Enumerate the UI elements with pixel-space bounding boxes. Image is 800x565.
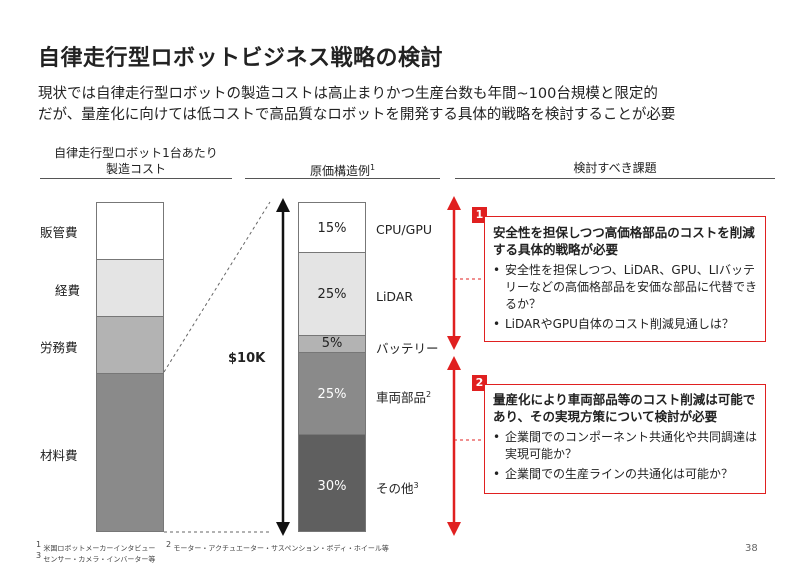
issue-1-heading: 安全性を担保しつつ高価格部品のコストを削減する具体的戦略が必要 <box>493 225 755 257</box>
red-range-arrows <box>447 196 461 536</box>
page-number: 38 <box>745 543 758 554</box>
mid-header-text: 原価構造例 <box>309 164 370 178</box>
footnote-1-text: 米国ロボットメーカーインタビュー <box>43 544 156 553</box>
issue-1-bullet-2: LiDARやGPU自体のコスト削減見通しは？ <box>493 316 757 333</box>
pct-other: 30% <box>317 479 347 494</box>
cost-bar-structure: 15% 25% 5% 25% 30% <box>298 202 366 532</box>
footnote-2: 2 モーター・アクチュエーター・サスペンション・ボディ・ホイール等 <box>166 540 389 553</box>
other-label-sup: 3 <box>413 480 419 490</box>
pct-lidar: 25% <box>317 287 347 302</box>
mid-header-rule <box>245 178 440 179</box>
left-header-line-2: 製造コスト <box>105 162 166 176</box>
cost-bar-left <box>96 202 164 532</box>
subtitle-line-2: だが、量産化に向けては低コストで高品質なロボットを開発する具体的戦略を検討するこ… <box>38 107 676 123</box>
right-column-header: 検討すべき課題 <box>573 161 657 175</box>
issue-1-bullet-1: 安全性を担保しつつ、LiDAR、GPU、LIバッテリーなどの高価格部品を安価な部… <box>493 262 757 313</box>
pct-vehicle: 25% <box>317 387 347 402</box>
issue-box-1: 安全性を担保しつつ高価格部品のコストを削減する具体的戦略が必要 安全性を担保しつ… <box>484 216 766 342</box>
subtitle-line-1: 現状では自律走行型ロボットの製造コストは高止まりかつ生産台数も年間~100台規模… <box>38 86 658 102</box>
mid-column-header: 原価構造例1 <box>245 160 440 179</box>
structure-label-vehicle: 車両部品2 <box>376 387 431 406</box>
structure-label-battery: バッテリー <box>376 341 439 356</box>
structure-seg-vehicle: 25% <box>298 352 366 435</box>
issue-box-2: 量産化により車両部品等のコスト削減は可能であり、その実現方策について検討が必要 … <box>484 384 766 494</box>
left-label-labor: 労務費 <box>40 340 78 355</box>
structure-label-other: その他3 <box>376 478 419 497</box>
issue-2-bullet-2: 企業間での生産ラインの共通化は可能か？ <box>493 466 757 483</box>
structure-seg-lidar: 25% <box>298 252 366 336</box>
page-title: 自律走行型ロボットビジネス戦略の検討 <box>38 46 444 71</box>
pct-cpu: 15% <box>317 221 347 236</box>
issue-2-heading: 量産化により車両部品等のコスト削減は可能であり、その実現方策について検討が必要 <box>493 392 756 424</box>
vehicle-label-sup: 2 <box>426 389 432 399</box>
issue-number-2: 2 <box>472 375 487 391</box>
structure-label-lidar: LiDAR <box>376 289 414 304</box>
left-label-material: 材料費 <box>40 448 78 463</box>
footnote-3-text: センサー・カメラ・インバーター等 <box>43 555 156 564</box>
mid-header-sup: 1 <box>369 163 376 172</box>
issue-2-bullet-1: 企業間でのコンポーネント共通化や共同調達は実現可能か？ <box>493 429 757 463</box>
pct-battery: 5% <box>321 336 343 351</box>
total-cost-label: $10K <box>228 351 266 366</box>
structure-seg-other: 30% <box>298 434 366 532</box>
bar-segment-labor <box>96 316 164 374</box>
bar-segment-expense <box>96 259 164 317</box>
footnote-1: 1 米国ロボットメーカーインタビュー <box>36 540 156 553</box>
left-header-rule <box>40 178 232 179</box>
structure-label-cpu: CPU/GPU <box>376 222 432 237</box>
issue-number-1: 1 <box>472 207 487 223</box>
footnote-3: 3 センサー・カメラ・インバーター等 <box>36 551 156 564</box>
left-label-expense: 経費 <box>55 283 81 298</box>
issue-1-bullets: 安全性を担保しつつ、LiDAR、GPU、LIバッテリーなどの高価格部品を安価な部… <box>493 262 757 333</box>
left-label-sga: 販管費 <box>40 225 78 240</box>
total-double-arrow <box>276 198 290 536</box>
issue-2-bullets: 企業間でのコンポーネント共通化や共同調達は実現可能か？ 企業間での生産ラインの共… <box>493 429 757 483</box>
left-header-line-1: 自律走行型ロボット1台あたり <box>54 146 218 160</box>
bar-segment-material <box>96 373 164 532</box>
other-label-text: その他 <box>376 481 414 496</box>
right-header-rule <box>455 178 775 179</box>
footnote-2-text: モーター・アクチュエーター・サスペンション・ボディ・ホイール等 <box>173 544 389 553</box>
vehicle-label-text: 車両部品 <box>376 390 427 405</box>
left-column-header: 自律走行型ロボット1台あたり 製造コスト <box>40 145 232 177</box>
